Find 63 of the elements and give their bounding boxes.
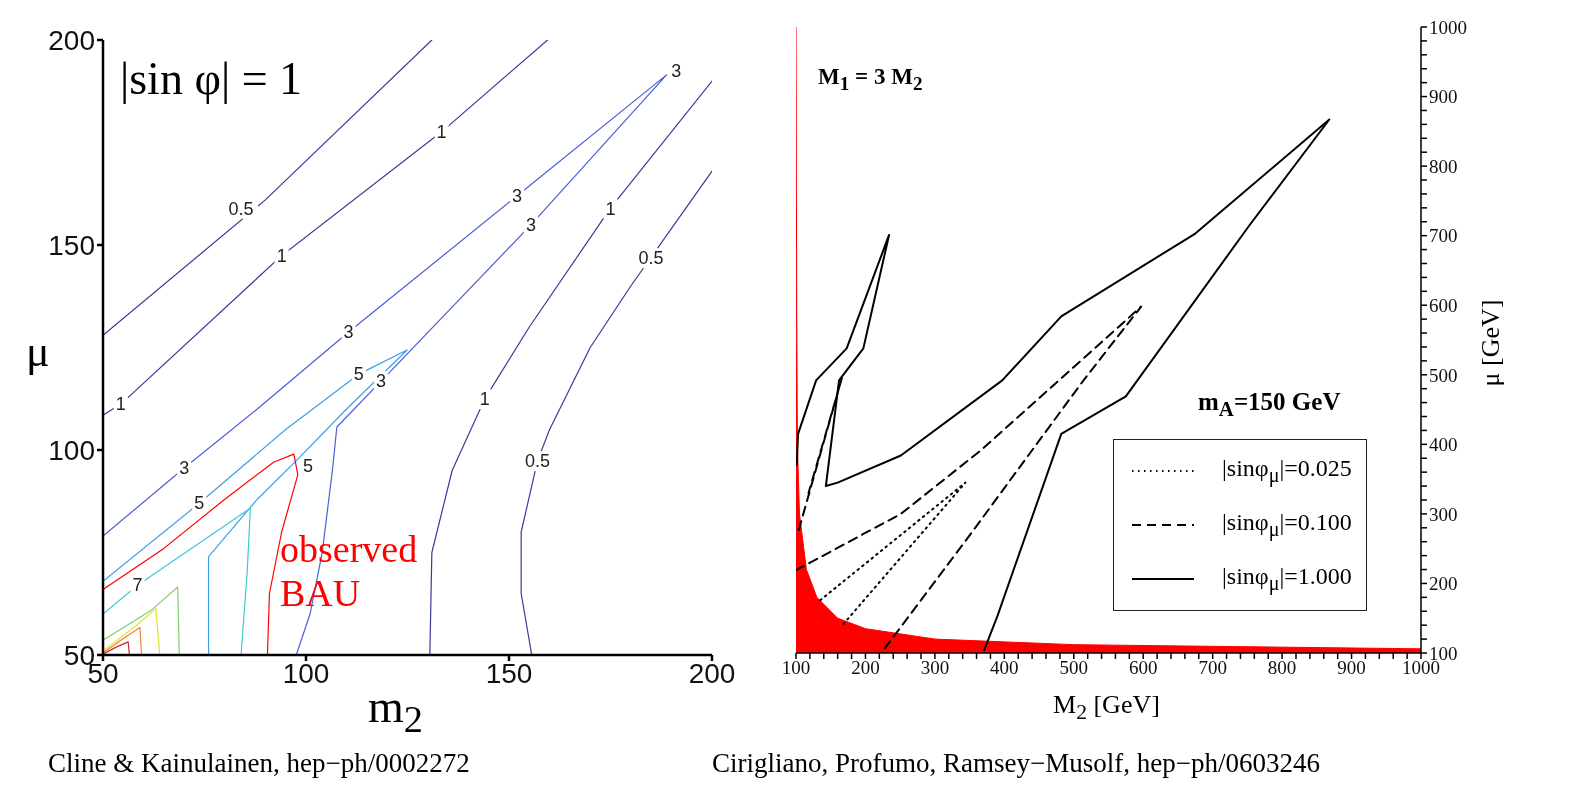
annotation: 0.5 (524, 451, 550, 472)
y-tick-label: 800 (1429, 155, 1458, 177)
annotation: 1 (276, 245, 287, 266)
annotation: M$_{1}$ = 3 M$_{2}$ (818, 64, 923, 95)
annotation: 3 (376, 371, 387, 392)
annotation: 3 (179, 458, 190, 479)
x-tick-label: 200 (688, 657, 736, 689)
annotation: 0.5 (638, 248, 664, 269)
annotation: 1 (605, 198, 616, 219)
x-tick-label: 300 (920, 657, 950, 679)
line-series (103, 507, 251, 655)
annotation: 1 (436, 121, 447, 142)
x-tick-label: 900 (1337, 657, 1366, 679)
legend-label: |sinφ$_{μ}$|=0.100 (1222, 509, 1352, 541)
line-series (103, 40, 549, 416)
x-tick-label: 800 (1267, 657, 1297, 679)
x-tick-label: 400 (990, 657, 1019, 679)
text: Cline & Kainulainen, hep−ph/0002272 (48, 748, 470, 779)
x-tick-label: 100 (781, 657, 811, 679)
line-series (103, 641, 130, 655)
line-series (796, 305, 1143, 650)
y-tick-label: 700 (1429, 225, 1458, 247)
text: Cirigliano, Profumo, Ramsey−Musolf, hep−ph/0603246 (712, 748, 1320, 779)
x-tick-label: 600 (1128, 657, 1158, 679)
x-axis-title: M$_{2}$ [GeV] (1053, 690, 1160, 726)
y-tick-label: 200 (48, 24, 95, 56)
annotation: observed BAU (280, 528, 419, 616)
annotation: m$_{A}$=150 GeV (1198, 388, 1341, 422)
annotation: 0.5 (228, 198, 254, 219)
x-tick-label: 500 (1059, 657, 1089, 679)
y-tick-label: 1000 (1429, 16, 1467, 38)
annotation: 1 (479, 389, 490, 410)
legend-label: |sinφ$_{μ}$|=1.000 (1222, 563, 1352, 595)
y-tick-label: 100 (48, 434, 95, 466)
line-series (520, 170, 712, 655)
y-tick-label: 300 (1429, 503, 1458, 525)
x-tick-label: 150 (485, 657, 533, 689)
annotation: 5 (303, 456, 314, 477)
annotation: 3 (671, 61, 682, 82)
line-series (429, 80, 712, 655)
y-axis-title: μ [GeV] (1476, 299, 1507, 387)
line-series (103, 608, 161, 655)
annotation: 3 (525, 214, 536, 235)
annotation: 7 (132, 575, 143, 596)
annotation: 3 (343, 321, 354, 342)
legend-label: |sinφ$_{μ}$|=0.025 (1222, 455, 1352, 487)
annotation: 1 (115, 394, 126, 415)
y-tick-label: 600 (1429, 294, 1458, 316)
annotation: 3 (512, 185, 523, 206)
y-tick-label: 900 (1429, 86, 1458, 108)
annotation: |sin φ| = 1 (116, 52, 307, 105)
y-tick-label: 400 (1429, 434, 1458, 456)
y-tick-label: 500 (1429, 364, 1458, 386)
x-tick-label: 100 (282, 657, 330, 689)
x-tick-label: 200 (851, 657, 880, 679)
annotation: 5 (353, 364, 364, 385)
x-axis-title: m$_{2}$ (368, 680, 423, 742)
annotation: 5 (194, 493, 205, 514)
line-series (103, 626, 143, 655)
y-axis-title: μ (26, 326, 50, 377)
x-tick-label: 700 (1198, 657, 1227, 679)
y-tick-label: 200 (1429, 573, 1458, 595)
y-tick-label: 150 (48, 229, 95, 261)
